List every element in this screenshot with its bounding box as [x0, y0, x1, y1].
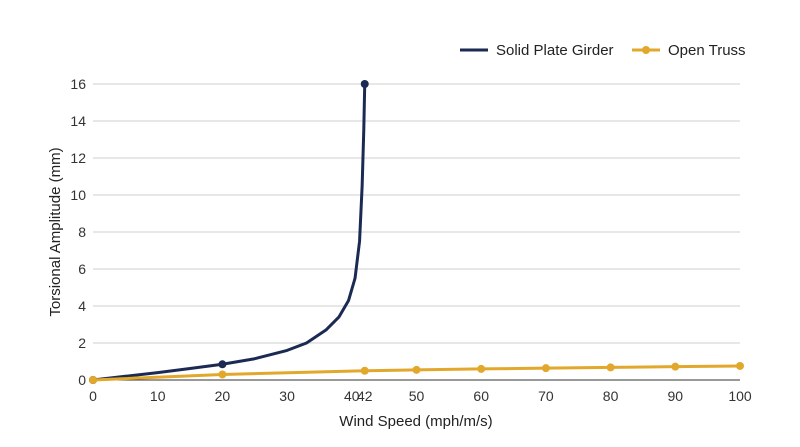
legend-item-open-truss: Open Truss [632, 42, 746, 59]
y-tick-label: 14 [70, 113, 86, 129]
x-tick-label: 42 [357, 388, 373, 404]
y-tick-label: 16 [70, 76, 86, 92]
x-tick-label: 30 [279, 388, 295, 404]
y-tick-label: 6 [78, 261, 86, 277]
data-point [360, 80, 369, 88]
data-point [541, 364, 550, 373]
data-point [606, 363, 615, 372]
x-tick-label: 0 [89, 388, 97, 404]
legend-item-solid-plate-girder: Solid Plate Girder [460, 42, 614, 59]
data-point [736, 361, 744, 370]
y-tick-label: 0 [78, 372, 86, 388]
x-tick-label: 100 [728, 388, 752, 404]
y-tick-label: 4 [78, 298, 86, 314]
x-tick-label: 10 [150, 388, 166, 404]
x-tick-label: 90 [668, 388, 684, 404]
x-tick-label: 60 [473, 388, 489, 404]
data-point [89, 376, 97, 384]
data-point [360, 366, 369, 375]
data-point [218, 360, 227, 369]
x-tick-label: 80 [603, 388, 619, 404]
gridlines [93, 83, 740, 344]
x-tick-label: 20 [215, 388, 231, 404]
y-tick-label: 8 [78, 224, 86, 240]
data-point [218, 370, 227, 379]
y-axis-title: Torsional Amplitude (mm) [47, 147, 64, 316]
x-tick-label: 70 [538, 388, 554, 404]
legend: Solid Plate Girder Open Truss [460, 42, 746, 59]
x-tick-label: 50 [409, 388, 425, 404]
series-open-truss [89, 361, 744, 384]
x-tick-label: 40 [344, 388, 360, 404]
data-point [671, 362, 680, 371]
legend-label: Open Truss [668, 42, 746, 59]
data-point [477, 364, 486, 373]
y-tick-label: 10 [70, 187, 86, 203]
data-point [412, 365, 421, 374]
series [89, 80, 744, 384]
legend-marker [642, 46, 650, 54]
y-tick-label: 12 [70, 150, 86, 166]
legend-label: Solid Plate Girder [496, 42, 614, 59]
x-axis-title: Wind Speed (mph/m/s) [339, 413, 492, 430]
y-tick-label: 2 [78, 335, 86, 351]
series-line [91, 82, 367, 382]
